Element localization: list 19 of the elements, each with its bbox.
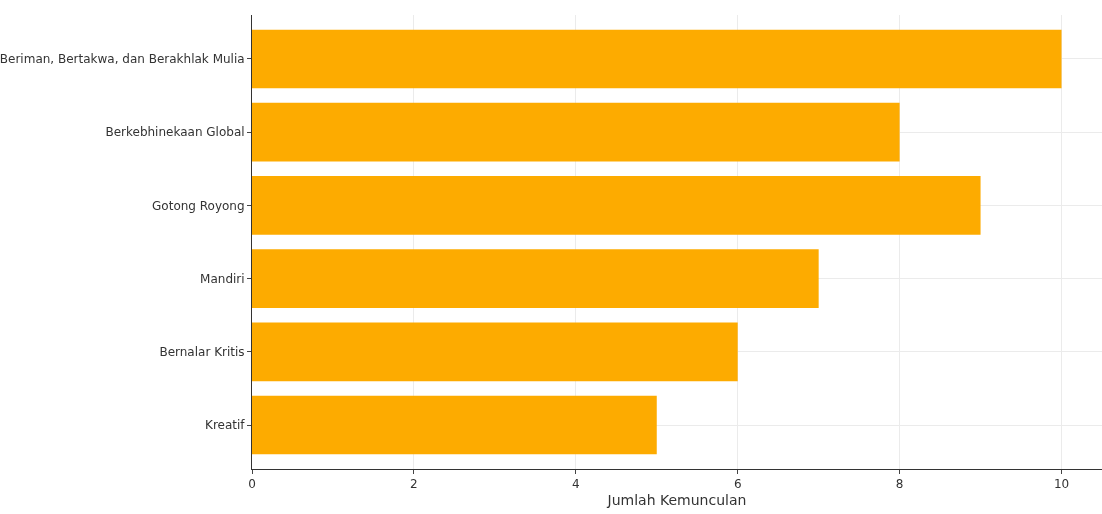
bar (252, 29, 1062, 89)
x-tick-label: 6 (733, 477, 742, 492)
bar (252, 249, 819, 308)
y-tick-label: Gotong Royong (152, 198, 245, 213)
x-tick-label: 0 (248, 477, 256, 492)
x-tick-label: 2 (410, 477, 418, 492)
bar (252, 102, 900, 162)
x-tick-label: 10 (1053, 477, 1070, 492)
x-tick-label: 8 (895, 477, 904, 492)
bar (252, 395, 657, 455)
y-tick-label: Mandiri (200, 271, 245, 286)
x-tick-label: 4 (571, 477, 580, 492)
y-tick-label: Bernalar Kritis (159, 345, 245, 360)
y-tick-label: Kreatif (205, 418, 246, 433)
y-tick-label: Beriman, Bertakwa, dan Berakhlak Mulia (0, 52, 245, 67)
bar (252, 322, 738, 382)
x-axis-title: Jumlah Kemunculan (606, 491, 747, 508)
y-tick-label: Berkebhinekaan Global (105, 125, 245, 140)
bar (252, 176, 981, 235)
